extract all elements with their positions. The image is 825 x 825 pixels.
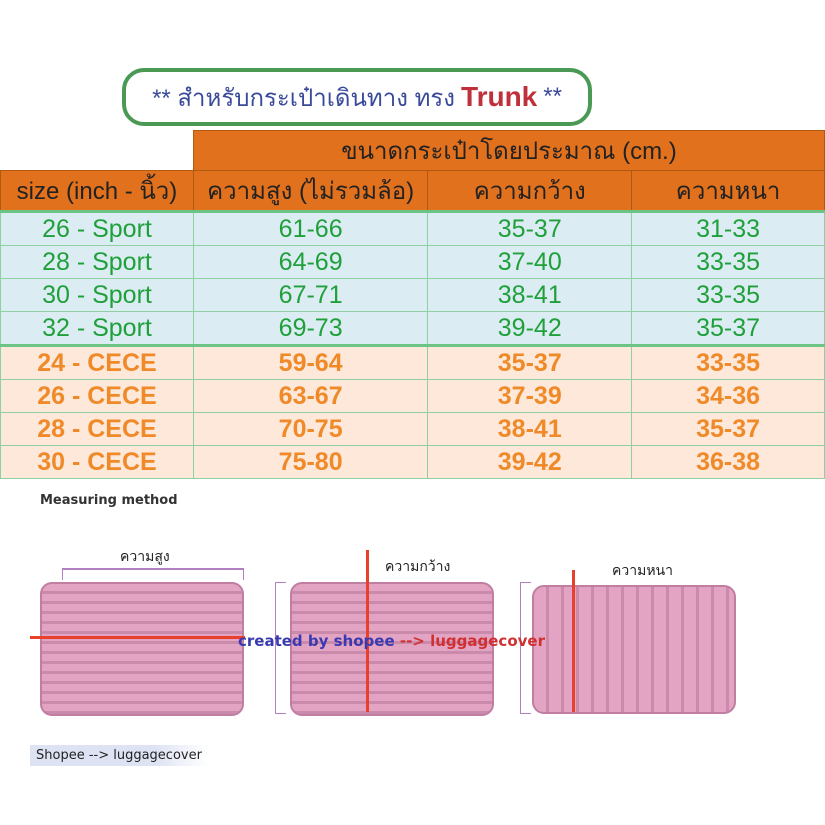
table-cell: 63-67 bbox=[192, 379, 429, 413]
footer-credit: Shopee --> luggagecover bbox=[30, 745, 208, 766]
table-cell: 38-41 bbox=[427, 278, 633, 312]
label-height: ความสูง bbox=[120, 549, 170, 565]
table-cell: 33-35 bbox=[631, 278, 825, 312]
table-row: 30 - Sport 67-71 38-41 33-35 bbox=[0, 278, 825, 312]
table-cell: 32 - Sport bbox=[0, 311, 194, 346]
title-banner: ** สำหรับกระเป๋าเดินทาง ทรง Trunk ** bbox=[122, 68, 592, 126]
table-cell: 69-73 bbox=[192, 311, 429, 346]
table-row: 24 - CECE 59-64 35-37 33-35 bbox=[0, 344, 825, 380]
table-cell: 35-37 bbox=[631, 311, 825, 346]
table-cell: 38-41 bbox=[427, 412, 633, 446]
table-row: 26 - Sport 61-66 35-37 31-33 bbox=[0, 210, 825, 246]
label-depth: ความหนา bbox=[612, 563, 673, 579]
table-cell: 24 - CECE bbox=[0, 344, 194, 380]
table-cell: 26 - CECE bbox=[0, 379, 194, 413]
watermark-b: --> luggagecover bbox=[399, 632, 545, 650]
title-suffix: ** bbox=[543, 83, 562, 110]
table-cell: 33-35 bbox=[631, 344, 825, 380]
table-cell: 70-75 bbox=[192, 412, 429, 446]
header-depth: ความหนา bbox=[631, 170, 825, 212]
table-cell: 30 - Sport bbox=[0, 278, 194, 312]
table-cell: 59-64 bbox=[192, 344, 429, 380]
table-row: 26 - CECE 63-67 37-39 34-36 bbox=[0, 379, 825, 413]
table-cell: 36-38 bbox=[631, 445, 825, 479]
table-cell: 30 - CECE bbox=[0, 445, 194, 479]
table-cell: 35-37 bbox=[631, 412, 825, 446]
header-height: ความสูง (ไม่รวมล้อ) bbox=[192, 170, 429, 212]
watermark-a: created by shopee bbox=[238, 632, 395, 650]
table-cell: 39-42 bbox=[427, 311, 633, 346]
table-cell: 31-33 bbox=[631, 210, 825, 246]
table-cell: 35-37 bbox=[427, 210, 633, 246]
table-cell: 61-66 bbox=[192, 210, 429, 246]
title-highlight: Trunk bbox=[461, 81, 538, 112]
table-cell: 39-42 bbox=[427, 445, 633, 479]
table-cell: 35-37 bbox=[427, 344, 633, 380]
table-cell: 37-39 bbox=[427, 379, 633, 413]
table-row: 32 - Sport 69-73 39-42 35-37 bbox=[0, 311, 825, 346]
measuring-heading: Measuring method bbox=[40, 493, 178, 508]
table-cell: 28 - Sport bbox=[0, 245, 194, 279]
table-cell: 64-69 bbox=[192, 245, 429, 279]
title-prefix: ** สำหรับกระเป๋าเดินทาง ทรง bbox=[152, 84, 456, 112]
header-width: ความกว้าง bbox=[427, 170, 633, 212]
table-cell: 26 - Sport bbox=[0, 210, 194, 246]
table-cell: 34-36 bbox=[631, 379, 825, 413]
watermark: created by shopee --> luggagecover bbox=[238, 632, 545, 650]
label-width: ความกว้าง bbox=[385, 559, 451, 575]
header-size: size (inch - นิ้ว) bbox=[0, 170, 194, 212]
blank-cell bbox=[0, 130, 194, 171]
table-cell: 67-71 bbox=[192, 278, 429, 312]
table-cell: 28 - CECE bbox=[0, 412, 194, 446]
table-row: 30 - CECE 75-80 39-42 36-38 bbox=[0, 445, 825, 479]
group-header: ขนาดกระเป๋าโดยประมาณ (cm.) bbox=[192, 130, 825, 171]
table-row: 28 - CECE 70-75 38-41 35-37 bbox=[0, 412, 825, 446]
table-cell: 37-40 bbox=[427, 245, 633, 279]
table-cell: 33-35 bbox=[631, 245, 825, 279]
size-table: ขนาดกระเป๋าโดยประมาณ (cm.) size (inch - … bbox=[0, 130, 825, 479]
table-cell: 75-80 bbox=[192, 445, 429, 479]
table-row: 28 - Sport 64-69 37-40 33-35 bbox=[0, 245, 825, 279]
